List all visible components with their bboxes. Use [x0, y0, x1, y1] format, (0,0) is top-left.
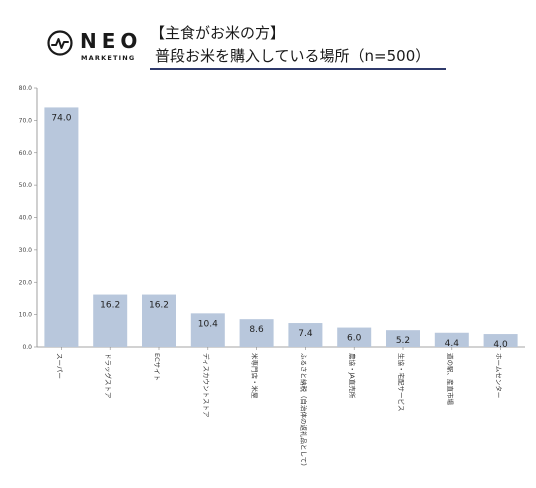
data-label: 6.0 — [347, 334, 362, 344]
chart-title: 普段お米を購入している場所（n=500） — [155, 47, 431, 65]
chart-labels: 74.0 スーパー 16.2 ドラッグストア 16.2 ECサイト 10.4 ディスカウントス… — [51, 113, 508, 469]
category-label: ホームセンター — [495, 353, 504, 398]
title-underline — [150, 68, 446, 70]
category-label: ふるさと納税（自治体の返礼品として） — [299, 353, 308, 470]
y-tick-label: 0.0 — [22, 344, 32, 351]
data-label: 8.6 — [249, 325, 264, 335]
header-category: 【主食がお米の方】 — [150, 24, 286, 42]
data-label: 7.4 — [298, 329, 313, 339]
bar — [190, 313, 225, 347]
bar — [483, 334, 518, 347]
data-label: 16.2 — [100, 301, 120, 311]
y-tick-label: 60.0 — [19, 150, 33, 157]
y-tick-label: 10.0 — [19, 312, 33, 319]
category-label: ドラッグストア — [104, 353, 113, 399]
y-tick-label: 30.0 — [19, 247, 33, 254]
chart-bars — [44, 107, 518, 347]
category-label: ディスカウントストア — [202, 353, 211, 418]
bar — [288, 323, 323, 347]
bar — [93, 294, 128, 347]
data-label: 74.0 — [51, 113, 71, 123]
category-label: 農協・JA直売所 — [348, 353, 357, 399]
bar — [142, 294, 176, 347]
data-label: 10.4 — [198, 319, 218, 329]
bar — [239, 319, 274, 347]
data-label: 4.0 — [493, 340, 508, 350]
data-label: 4.4 — [445, 339, 460, 349]
data-label: 16.2 — [149, 301, 169, 311]
y-tick-label: 80.0 — [19, 85, 33, 92]
logo-wordmark: NEO — [80, 29, 143, 53]
logo-subtext: MARKETING — [81, 54, 136, 62]
category-label: 生協・宅配サービス — [397, 353, 406, 412]
category-label: スーパー — [55, 353, 63, 379]
logo-pulse-icon — [47, 30, 73, 56]
category-label: 米専門店・米屋 — [251, 353, 260, 399]
y-tick-label: 50.0 — [19, 182, 33, 189]
category-label: 道の駅、産直市場 — [446, 353, 455, 406]
bar — [337, 327, 372, 347]
category-label: ECサイト — [153, 353, 161, 381]
y-tick-label: 70.0 — [19, 117, 33, 124]
neo-marketing-logo: NEO MARKETING — [47, 27, 142, 67]
bar — [434, 332, 469, 347]
bar — [386, 330, 420, 347]
y-tick-label: 20.0 — [19, 279, 33, 286]
data-label: 5.2 — [396, 336, 410, 346]
bar — [44, 107, 79, 347]
y-tick-label: 40.0 — [19, 215, 33, 222]
